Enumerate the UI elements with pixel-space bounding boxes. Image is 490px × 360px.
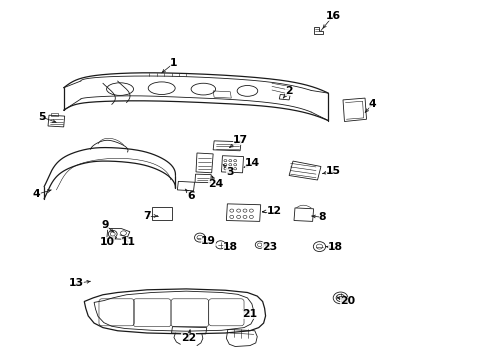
Text: 19: 19 — [201, 236, 216, 246]
Text: 22: 22 — [181, 333, 196, 343]
Text: 2: 2 — [285, 86, 293, 96]
Text: 18: 18 — [328, 243, 343, 252]
Text: 15: 15 — [326, 166, 341, 176]
Text: 4: 4 — [33, 189, 41, 199]
Text: 20: 20 — [341, 297, 355, 306]
Text: 17: 17 — [233, 135, 247, 145]
Text: 5: 5 — [38, 112, 46, 122]
Bar — [152, 207, 172, 220]
Text: 16: 16 — [326, 11, 341, 21]
Text: 14: 14 — [245, 158, 260, 168]
Text: 8: 8 — [318, 212, 326, 222]
Text: 21: 21 — [243, 309, 257, 319]
Text: 9: 9 — [101, 220, 109, 230]
Text: 7: 7 — [143, 211, 151, 221]
Text: 13: 13 — [69, 279, 83, 288]
Text: 10: 10 — [100, 237, 115, 247]
Text: 11: 11 — [121, 237, 136, 247]
Text: 18: 18 — [223, 242, 238, 252]
Text: 12: 12 — [267, 207, 282, 216]
Text: 6: 6 — [187, 191, 195, 201]
Text: 4: 4 — [368, 99, 376, 109]
Text: 3: 3 — [226, 167, 234, 177]
Text: 1: 1 — [170, 58, 178, 68]
Text: 23: 23 — [262, 242, 277, 252]
Text: 24: 24 — [208, 179, 223, 189]
